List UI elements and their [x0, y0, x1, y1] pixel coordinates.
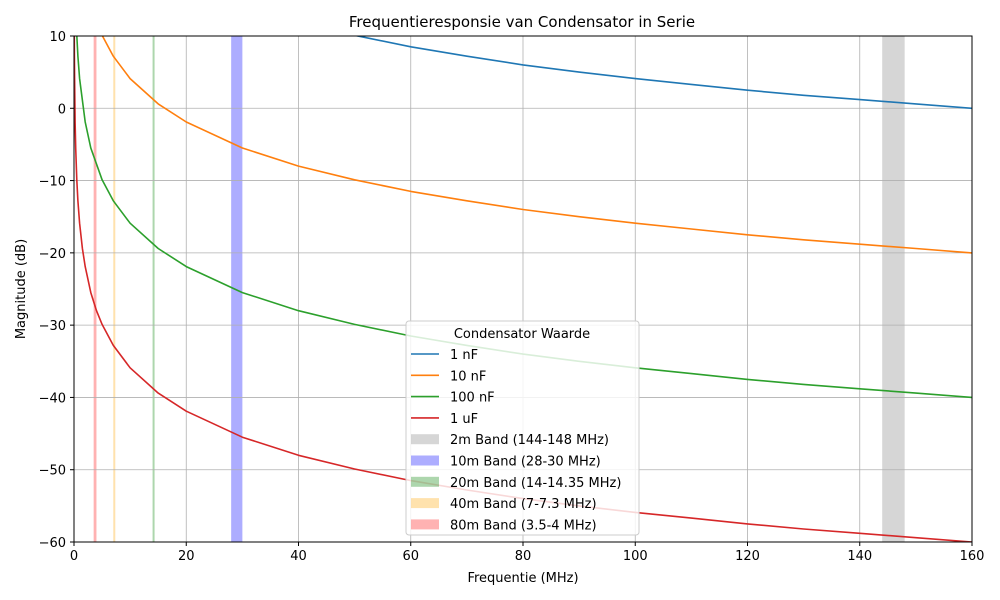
- x-tick-label: 80: [515, 549, 532, 564]
- x-tick-label: 160: [960, 549, 985, 564]
- legend-label-series-0: 1 nF: [450, 348, 478, 363]
- x-tick-label: 100: [623, 549, 648, 564]
- y-tick-label: −10: [39, 175, 66, 190]
- x-tick-label: 140: [847, 549, 872, 564]
- series-line-0: [354, 36, 972, 110]
- y-tick-label: −30: [39, 319, 66, 334]
- legend-label-series-3: 1 uF: [450, 412, 478, 427]
- legend-swatch-band-4: [411, 519, 439, 530]
- legend: Condensator Waarde 1 nF 10 nF 100 nF 1 uF 2m…: [405, 320, 640, 536]
- x-tick-label: 0: [70, 549, 78, 564]
- band-1: [231, 36, 243, 542]
- x-axis-label: Frequentie (MHz): [467, 571, 578, 586]
- x-tick-label: 40: [290, 549, 307, 564]
- x-tick-label: 120: [735, 549, 760, 564]
- legend-label-band-2: 20m Band (14-14.35 MHz): [450, 476, 621, 491]
- legend-label-series-1: 10 nF: [450, 369, 486, 384]
- legend-label-band-4: 80m Band (3.5-4 MHz): [450, 518, 597, 533]
- y-tick-label: −40: [39, 391, 66, 406]
- series-line-2: [76, 36, 972, 399]
- legend-label-band-0: 2m Band (144-148 MHz): [450, 433, 609, 448]
- legend-label-band-3: 40m Band (7-7.3 MHz): [450, 497, 597, 512]
- x-tick-label: 60: [402, 549, 419, 564]
- band-0: [882, 36, 905, 542]
- x-tick-label: 20: [178, 549, 195, 564]
- y-tick-label: 0: [58, 102, 66, 117]
- band-4: [93, 36, 97, 542]
- legend-label-series-2: 100 nF: [450, 391, 495, 406]
- band-2: [152, 36, 155, 542]
- series-line-3: [74, 36, 972, 542]
- series-line-1: [101, 36, 972, 254]
- y-tick-label: −50: [39, 464, 66, 479]
- band-3: [113, 36, 116, 542]
- y-axis-label: Magnitude (dB): [14, 239, 29, 339]
- y-tick-label: −60: [39, 536, 66, 551]
- legend-box: [405, 320, 640, 536]
- legend-title: Condensator Waarde: [454, 327, 590, 342]
- chart-title: Frequentieresponsie van Condensator in S…: [349, 13, 695, 31]
- legend-label-band-1: 10m Band (28-30 MHz): [450, 455, 601, 470]
- legend-swatch-band-1: [411, 455, 439, 466]
- y-tick-label: −20: [39, 247, 66, 262]
- legend-swatch-band-3: [411, 498, 439, 509]
- legend-swatch-band-0: [411, 434, 439, 445]
- legend-swatch-band-2: [411, 476, 439, 487]
- y-tick-label: 10: [49, 30, 66, 45]
